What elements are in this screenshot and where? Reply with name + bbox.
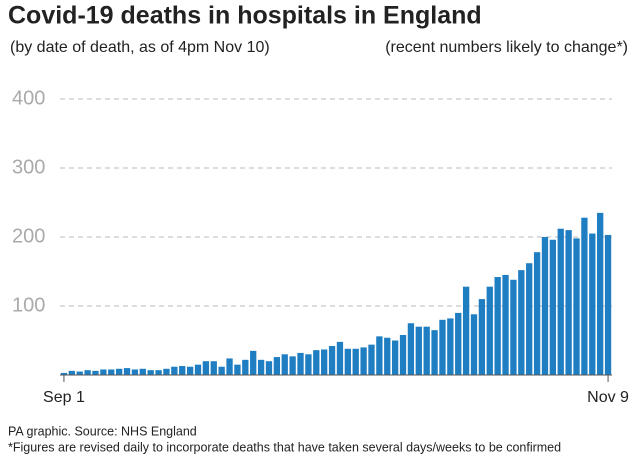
bar: [541, 237, 549, 375]
y-tick-label: 100: [12, 294, 45, 316]
bar: [210, 361, 217, 375]
bar: [407, 323, 415, 375]
bar: [502, 274, 509, 375]
bar: [123, 368, 131, 375]
bar: [336, 341, 344, 375]
bar: [202, 361, 210, 375]
bar: [557, 228, 564, 375]
bar: [368, 344, 375, 375]
bar: [376, 336, 383, 375]
bar: [60, 372, 68, 375]
bar: [68, 370, 75, 375]
bar: [533, 252, 541, 375]
bar: [455, 312, 462, 375]
bar: [305, 354, 312, 375]
bar: [234, 364, 241, 375]
bar: [470, 314, 478, 375]
footnote: *Figures are revised daily to incorporat…: [8, 440, 561, 454]
note: (recent numbers likely to change*): [385, 39, 628, 56]
bar: [415, 326, 422, 375]
bar: [76, 371, 83, 375]
bar: [486, 286, 493, 375]
bar: [352, 348, 359, 375]
bar: [597, 212, 604, 375]
bar: [321, 349, 328, 375]
bar: [360, 347, 367, 375]
bar: [313, 350, 320, 375]
bar: [549, 239, 557, 375]
bar: [242, 359, 249, 375]
bar: [423, 326, 430, 375]
y-tick-label: 400: [12, 87, 45, 109]
bar: [265, 361, 273, 375]
bar: [328, 346, 336, 375]
bar: [431, 330, 438, 375]
bar: [273, 357, 281, 375]
bar: [462, 286, 470, 375]
bar: [510, 279, 517, 375]
bar: [384, 337, 391, 375]
y-tick-label: 300: [12, 156, 45, 178]
bar: [447, 318, 454, 375]
bar: [604, 234, 612, 375]
bar: [131, 369, 139, 375]
bar: [581, 217, 588, 375]
bar: [100, 369, 107, 375]
bar: [344, 348, 351, 375]
bar: [163, 368, 170, 375]
bar: [115, 368, 123, 375]
bar: [171, 366, 178, 375]
bar: [573, 238, 580, 375]
bar: [297, 352, 304, 375]
bar: [155, 370, 162, 375]
bar: [179, 366, 186, 375]
bar: [226, 358, 233, 375]
bar: [281, 354, 288, 375]
bar: [289, 356, 296, 375]
bar: [526, 263, 533, 375]
subtitle: (by date of death, as of 4pm Nov 10): [10, 39, 270, 56]
bar: [139, 368, 146, 375]
source: PA graphic. Source: NHS England: [8, 424, 197, 438]
bar: [494, 277, 501, 375]
bar: [589, 233, 596, 375]
bar: [250, 350, 257, 375]
x-tick-label: Nov 9: [587, 389, 629, 406]
bar: [478, 299, 486, 375]
bar: [92, 370, 99, 375]
chart-title: Covid-19 deaths in hospitals in England: [8, 2, 482, 30]
bar: [84, 370, 91, 375]
y-tick-label: 200: [12, 225, 45, 247]
bar: [391, 340, 399, 375]
bar: [257, 359, 265, 375]
bar: [565, 230, 572, 375]
bar: [147, 370, 154, 375]
bar: [439, 319, 446, 375]
x-tick-label: Sep 1: [43, 389, 85, 406]
bar: [218, 366, 225, 375]
bar: [194, 364, 202, 375]
bar: [186, 366, 194, 375]
bar: [108, 369, 115, 375]
bar: [399, 334, 407, 375]
bar: [518, 270, 525, 375]
